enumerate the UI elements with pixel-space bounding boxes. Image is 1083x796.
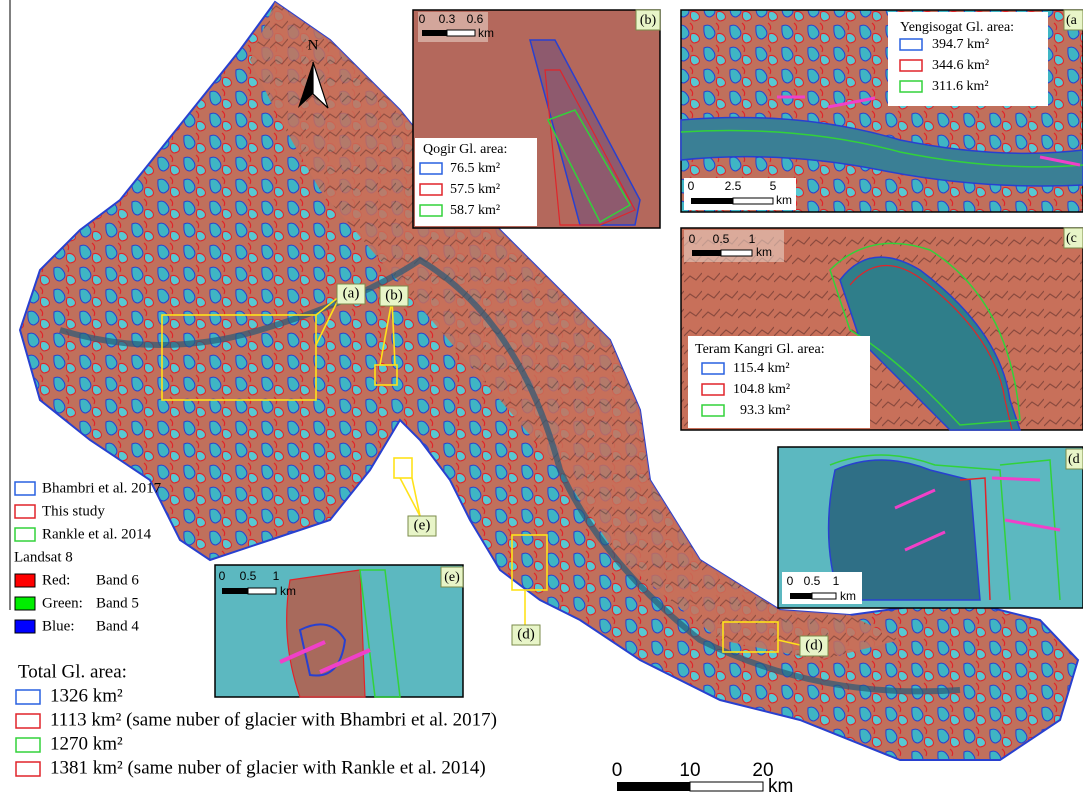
inset-label: (b) xyxy=(640,13,657,28)
area-entry: 344.6 km² xyxy=(932,58,989,73)
legend: Bhambri et al. 2017 This study Rankle et… xyxy=(14,480,162,634)
inset-label: (e) xyxy=(444,570,460,585)
scale-tick: 0 xyxy=(689,232,696,246)
total-title: Total Gl. area: xyxy=(18,661,127,682)
legend-entry: Bhambri et al. 2017 xyxy=(42,480,162,496)
band-channel: Green: xyxy=(42,595,83,611)
callout-label: (e) xyxy=(414,517,431,533)
band-channel: Red: xyxy=(42,572,70,588)
area-entry: 394.7 km² xyxy=(932,37,989,52)
scale-tick: 0.5 xyxy=(240,569,257,583)
scale-unit: km xyxy=(280,584,296,598)
scale-tick: 1 xyxy=(273,569,280,583)
figure: N (a) (b) (e) (d) (d) (b) 0 0.3 0 xyxy=(0,0,1083,796)
legend-entry: Rankle et al. 2014 xyxy=(42,526,152,542)
callout-label: (a) xyxy=(343,285,360,301)
scale-unit: km xyxy=(840,589,856,603)
scale-tick: 1 xyxy=(833,574,840,588)
area-entry: 104.8 km² xyxy=(733,382,790,397)
callout-label: (d) xyxy=(805,637,823,653)
area-entry: 311.6 km² xyxy=(932,79,989,94)
scale-tick: 10 xyxy=(679,760,700,781)
sensor-label: Landsat 8 xyxy=(14,549,73,565)
inset-d: (d 0 0.5 1 km xyxy=(778,447,1083,608)
page: { "north_label": "N", "callouts": ["(a)"… xyxy=(0,0,1083,796)
scale-unit: km xyxy=(768,776,793,796)
inset-legend-title: Teram Kangri Gl. area: xyxy=(695,342,825,357)
inset-label: (c xyxy=(1066,231,1077,246)
area-entry: 58.7 km² xyxy=(450,203,500,218)
band-name: Band 4 xyxy=(96,618,139,634)
scale-tick: 0.3 xyxy=(439,12,456,26)
total-entry: 1326 km² xyxy=(50,685,123,706)
scale-tick: 0.6 xyxy=(467,12,484,26)
area-entry: 57.5 km² xyxy=(450,182,500,197)
band-name: Band 5 xyxy=(96,595,139,611)
inset-e: (e) 0 0.5 1 km xyxy=(215,565,463,697)
inset-label: (d xyxy=(1068,452,1080,467)
area-entry: 115.4 km² xyxy=(733,361,790,376)
inset-legend-title: Qogir Gl. area: xyxy=(423,142,507,157)
scale-tick: 5 xyxy=(770,179,777,193)
scale-tick: 0 xyxy=(688,179,695,193)
total-entry: 1381 km² (same nuber of glacier with Ran… xyxy=(50,757,486,778)
inset-label: (a xyxy=(1066,13,1078,28)
scale-unit: km xyxy=(776,193,792,207)
area-entry: 76.5 km² xyxy=(450,161,500,176)
scale-tick: 0 xyxy=(612,760,623,781)
scale-tick: 0.5 xyxy=(713,232,730,246)
scale-tick: 1 xyxy=(749,232,756,246)
total-entry: 1113 km² (same nuber of glacier with Bha… xyxy=(50,709,497,730)
area-entry: 93.3 km² xyxy=(740,403,790,418)
band-channel: Blue: xyxy=(42,618,75,634)
inset-legend-title: Yengisogat Gl. area: xyxy=(900,20,1014,35)
inset-c: (c 0 0.5 1 km Teram Kangri Gl. area: 115… xyxy=(681,228,1083,430)
scale-tick: 0 xyxy=(787,574,794,588)
main-scale-bar: 0 10 20 km xyxy=(612,760,794,796)
scale-unit: km xyxy=(478,26,494,40)
legend-entry: This study xyxy=(42,503,105,519)
inset-a: (a Yengisogat Gl. area: 394.7 km² 344.6 … xyxy=(681,10,1083,212)
scale-tick: 0.5 xyxy=(804,574,821,588)
scale-tick: 0 xyxy=(419,12,426,26)
scale-tick: 2.5 xyxy=(725,179,742,193)
north-label: N xyxy=(308,37,319,53)
inset-b: (b) 0 0.3 0.6 km Qogir Gl. area: 76.5 km… xyxy=(413,10,660,228)
total-entry: 1270 km² xyxy=(50,733,123,754)
band-name: Band 6 xyxy=(96,572,139,588)
scale-tick: 0 xyxy=(219,569,226,583)
callout-label: (b) xyxy=(385,287,403,303)
scale-unit: km xyxy=(756,245,772,259)
callout-label: (d) xyxy=(517,626,535,642)
